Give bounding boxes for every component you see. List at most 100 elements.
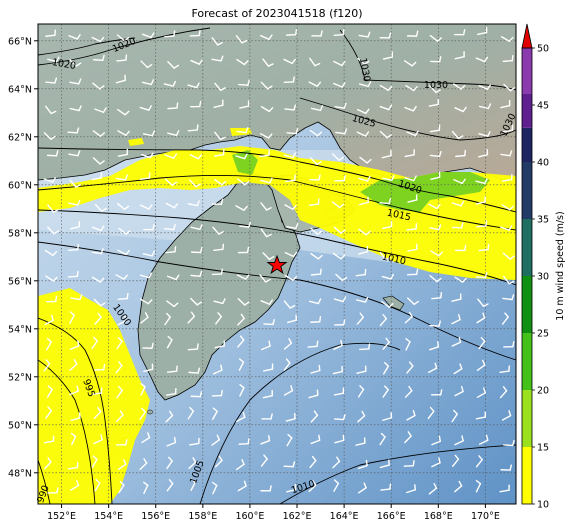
wind-barb (118, 227, 131, 235)
wind-barb (357, 57, 370, 66)
wind-barb (140, 312, 149, 324)
wind-barb (115, 361, 123, 374)
wind-barb (190, 478, 196, 491)
wind-barb (116, 54, 128, 62)
isobar-label: 1010 (381, 252, 407, 268)
lat-tick-label: 50°N (8, 420, 32, 431)
wind-barb (189, 437, 200, 446)
colorbar-tick-label: 30 (537, 272, 549, 283)
wind-barb (407, 194, 418, 203)
wind-barb (187, 311, 196, 324)
wind-barb (286, 483, 297, 493)
wind-barb (310, 268, 322, 276)
wind-barb (310, 434, 321, 445)
wind-barb (260, 435, 271, 445)
wind-barb (502, 294, 515, 301)
wind-barb (453, 363, 463, 375)
lon-tick-label: 152°E (47, 511, 76, 522)
wind-barb (69, 359, 78, 371)
wind-barb (407, 243, 418, 252)
wind-barb (164, 312, 171, 326)
colorbar-band (522, 93, 532, 128)
wind-barb (359, 343, 371, 351)
lat-lon-grid (38, 24, 516, 504)
wind-barb (334, 175, 346, 182)
wind-barb (262, 390, 273, 399)
wind-barb (286, 314, 298, 324)
wind-barb (211, 389, 223, 397)
wind-barb (429, 341, 440, 351)
wind-barb (69, 385, 79, 396)
wind-barb (70, 294, 83, 301)
wind-barb (142, 130, 156, 137)
wind-barb (453, 29, 466, 36)
wind-barb (164, 224, 176, 231)
wind-barb (116, 386, 123, 399)
wind-barb (332, 252, 346, 260)
wind-barb (431, 457, 441, 468)
wind-barb (335, 128, 348, 135)
wind-barb (428, 483, 438, 495)
wind-barb (475, 479, 482, 493)
lat-tick-label: 58°N (8, 228, 32, 239)
wind-barb (46, 385, 53, 398)
wind-barb (187, 124, 199, 132)
wind-barb (334, 434, 345, 444)
wind-barb (475, 455, 483, 468)
wind-barb (285, 28, 298, 36)
wind-barb (211, 268, 223, 276)
wind-barb (93, 298, 106, 307)
wind-barb (213, 364, 223, 375)
colorbar-tick-label: 45 (537, 101, 549, 112)
wind-barb (261, 413, 273, 420)
colorbar-band (522, 447, 532, 504)
wind-barb (503, 439, 515, 447)
wind-barb (310, 227, 323, 235)
wind-barb (406, 268, 419, 276)
wind-barb (499, 365, 510, 374)
wind-barb (237, 313, 245, 326)
wind-barb (381, 149, 392, 159)
wind-barb (452, 83, 466, 90)
wind-barb (309, 455, 317, 469)
wind-barb (238, 438, 250, 445)
wind-barb (308, 298, 322, 305)
wind-barb (475, 272, 488, 279)
wind-barb (94, 107, 107, 113)
wind-barb (478, 131, 491, 137)
wind-barb (43, 132, 56, 140)
wind-barb (47, 56, 60, 63)
wind-barb (70, 412, 81, 422)
wind-barb (358, 175, 371, 182)
wind-barb (405, 84, 418, 92)
wind-barb (357, 410, 366, 423)
wind-barb (309, 316, 322, 323)
wind-barb (310, 105, 324, 112)
wind-barb (259, 274, 271, 283)
wind-barb (117, 148, 129, 157)
lat-tick-label: 56°N (8, 276, 32, 287)
wind-barb (454, 276, 467, 283)
wind-barb (239, 221, 252, 228)
wind-barb (310, 364, 321, 374)
wind-barb (451, 409, 458, 423)
wind-barb (70, 480, 80, 491)
wind-barb (213, 178, 227, 186)
lon-tick-label: 160°E (235, 511, 264, 522)
wind-barb (235, 459, 245, 471)
wind-barb (454, 244, 467, 252)
wind-barb (212, 226, 224, 235)
wind-barb (139, 105, 152, 111)
wind-barb (214, 131, 226, 141)
wind-barb (260, 454, 268, 467)
wind-barb (285, 412, 296, 422)
wind-barb (43, 177, 57, 183)
wind-barb (260, 202, 272, 211)
wind-barb (379, 432, 386, 446)
wind-barb (454, 385, 464, 397)
wind-barb (379, 104, 393, 111)
wind-barb (379, 459, 390, 469)
wind-barb (308, 389, 319, 399)
wind-barb (499, 386, 508, 399)
